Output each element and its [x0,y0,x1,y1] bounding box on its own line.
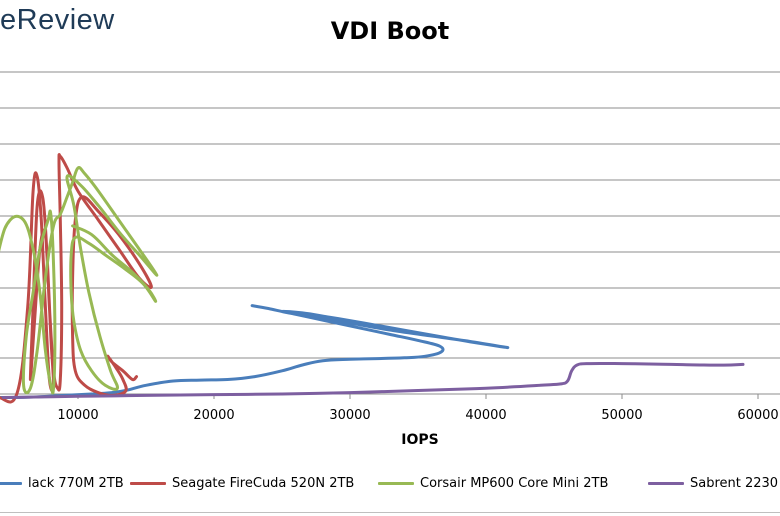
legend-label-series-1: lack 770M 2TB [28,476,124,491]
logo-text: eReview [0,4,115,36]
legend-swatch-series-4 [648,482,684,485]
series-line-1 [0,304,510,399]
x-tick-label: 20000 [193,408,234,423]
bottom-rule [0,512,780,513]
legend-swatch-series-2 [130,482,166,485]
x-tick-label: 50000 [601,408,642,423]
series-lines [0,153,745,404]
series-line-2 [0,153,153,404]
legend-swatch-series-3 [378,482,414,485]
legend-item-series-4: Sabrent 2230 [648,476,778,491]
x-tick-label: 10000 [57,408,98,423]
x-ticks: 10000 20000 30000 40000 50000 60000 [57,394,779,423]
legend-swatch-series-1 [0,482,22,485]
x-tick-label: 30000 [329,408,370,423]
x-axis-label: IOPS [401,432,439,448]
legend-item-series-3: Corsair MP600 Core Mini 2TB [378,476,608,491]
legend-label-series-2: Seagate FireCuda 520N 2TB [172,476,355,491]
legend-item-series-1: lack 770M 2TB [0,476,124,491]
series-line-3 [0,166,159,395]
legend-item-series-2: Seagate FireCuda 520N 2TB [130,476,354,491]
chart-title: VDI Boot [330,17,450,45]
series-line-4 [1,361,745,399]
chart-legend: lack 770M 2TB Seagate FireCuda 520N 2TB … [0,476,780,500]
legend-label-series-4: Sabrent 2230 [690,476,779,491]
x-tick-label: 60000 [737,408,778,423]
legend-label-series-3: Corsair MP600 Core Mini 2TB [420,476,609,491]
x-tick-label: 40000 [465,408,506,423]
